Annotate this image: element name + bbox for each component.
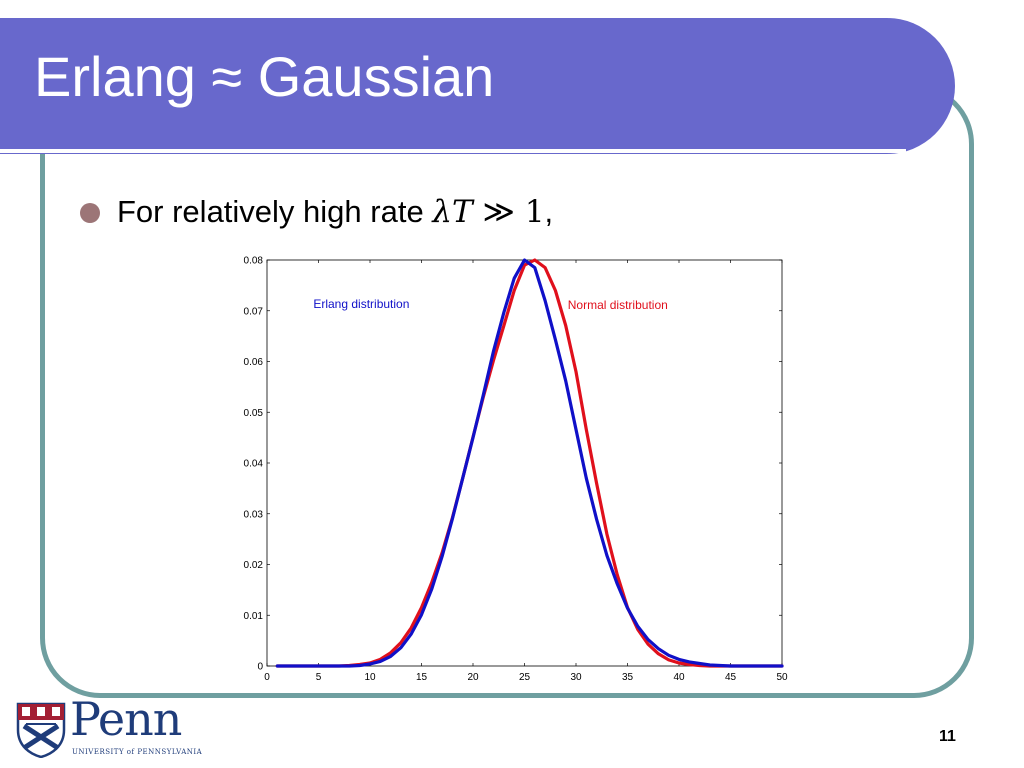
title-underline (0, 149, 906, 153)
erlang-annotation: Erlang distribution (313, 297, 409, 311)
bullet-text-suffix: , (544, 194, 554, 229)
normal-annotation: Normal distribution (568, 298, 668, 312)
plot-area (266, 259, 783, 667)
bullet-point-icon (80, 203, 100, 223)
penn-wordmark: Penn (70, 692, 182, 746)
slide-title: Erlang ≈ Gaussian (34, 45, 495, 108)
y-tick-label: 0.07 (244, 306, 264, 317)
penn-shield-icon (16, 702, 66, 758)
x-tick-label: 5 (316, 672, 322, 683)
y-tick-label: 0.01 (244, 611, 264, 622)
y-tick-label: 0.05 (244, 408, 264, 419)
y-tick-label: 0.08 (244, 256, 264, 267)
x-tick-label: 35 (622, 672, 634, 683)
y-tick-label: 0.06 (244, 357, 264, 368)
x-tick-label: 10 (364, 672, 376, 683)
page-number: 11 (939, 728, 956, 745)
y-tick-label: 0 (257, 662, 263, 673)
bullet-text: For relatively high rate λT ≫ 1, (117, 194, 553, 230)
x-tick-label: 0 (264, 672, 270, 683)
y-tick-label: 0.02 (244, 560, 264, 571)
erlang-vs-normal-chart: 0 5 10 15 20 25 30 35 40 45 50 0 0.01 0.02 0.03 0.04 0.0… (244, 256, 788, 684)
y-tick-label: 0.03 (244, 509, 264, 520)
x-tick-label: 50 (776, 672, 788, 683)
title-bar (0, 18, 955, 154)
math-one: 1 (524, 194, 545, 230)
penn-subtitle: UNIVERSITY of PENNSYLVANIA (72, 748, 203, 756)
x-tick-label: 45 (725, 672, 737, 683)
bullet-text-prefix: For relatively high rate (117, 194, 433, 229)
x-tick-label: 15 (416, 672, 428, 683)
x-tick-label: 30 (570, 672, 582, 683)
x-tick-label: 40 (673, 672, 685, 683)
x-tick-label: 25 (519, 672, 531, 683)
math-lambda-t: λT (432, 194, 473, 230)
erlang-series-line (275, 258, 784, 668)
penn-logo: Penn UNIVERSITY of PENNSYLVANIA (16, 692, 202, 760)
x-tick-label: 20 (467, 672, 479, 683)
math-much-greater: ≫ (472, 194, 525, 230)
y-tick-label: 0.04 (244, 459, 264, 470)
